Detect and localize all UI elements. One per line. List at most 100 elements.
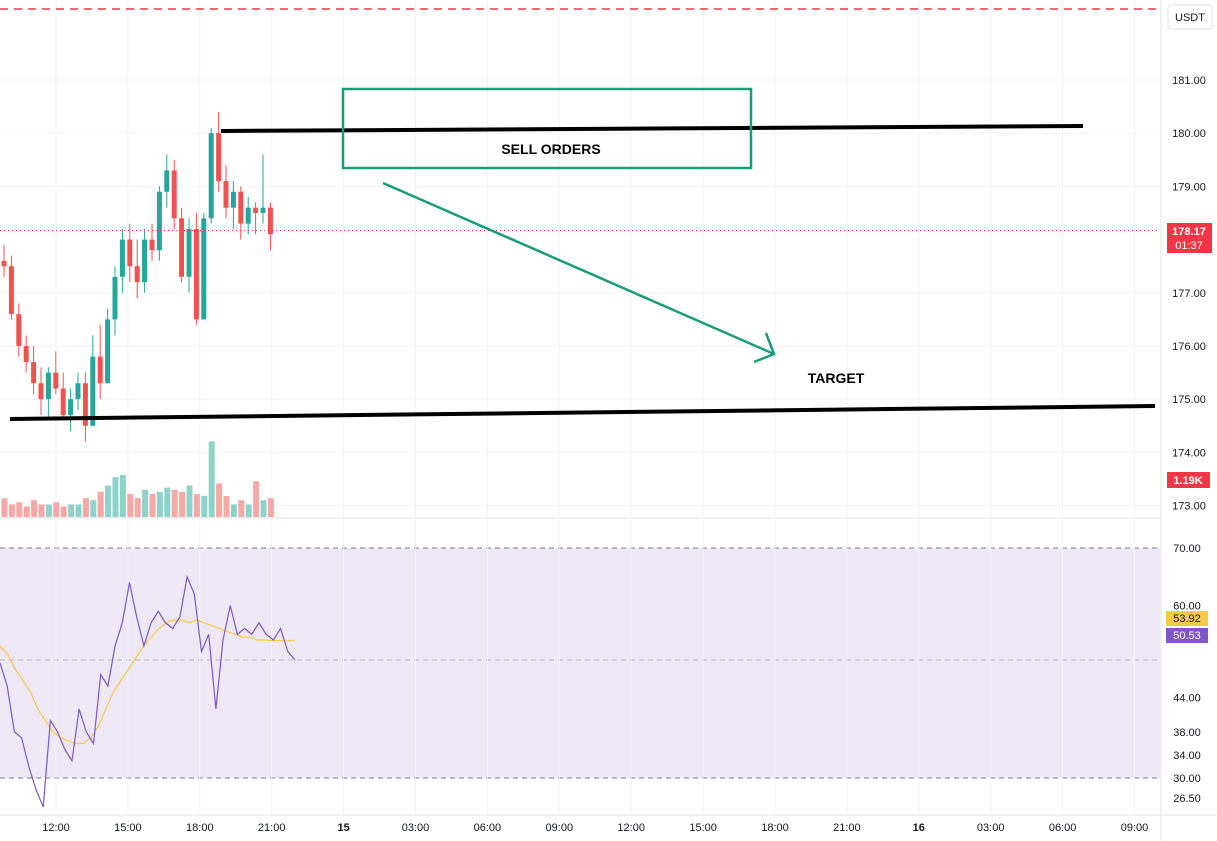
candle-countdown: 01:37 (1175, 240, 1203, 252)
target-arrow[interactable] (382, 181, 775, 356)
price-tick-label: 175.00 (1172, 394, 1206, 406)
volume-bar (171, 489, 178, 517)
target-label: TARGET (808, 370, 865, 386)
rsi-line (0, 574, 296, 808)
rsi-value: 50.53 (1173, 630, 1201, 642)
price-axis[interactable] (1161, 0, 1217, 841)
sell-orders-box[interactable] (341, 87, 753, 170)
resistance-line[interactable] (220, 124, 1084, 133)
price-tick-label: 181.00 (1172, 75, 1206, 87)
candle-body (60, 388, 66, 416)
volume-bar (223, 496, 230, 517)
volume-bar (38, 504, 45, 517)
volume-bar (82, 498, 89, 517)
volume-bar (53, 502, 60, 517)
rsi-ma-tag (1166, 611, 1208, 626)
volume-bar (193, 493, 200, 517)
support-line[interactable] (9, 404, 1156, 421)
rsi-band (0, 548, 1160, 778)
currency-box[interactable] (1167, 4, 1213, 30)
candle-body (142, 239, 148, 283)
volume-bar (267, 498, 274, 517)
candle-body (112, 276, 118, 320)
volume-bar (142, 489, 149, 517)
volume-bar (31, 500, 38, 517)
candle-body (223, 181, 229, 208)
candle-body (45, 372, 51, 400)
time-tick-label: 21:00 (833, 822, 861, 834)
time-tick-label: 12:00 (42, 822, 70, 834)
candle-body (53, 372, 59, 389)
candle-body (82, 383, 88, 426)
price-tick-label: 179.00 (1172, 181, 1206, 193)
volume-bar (260, 500, 267, 517)
time-tick-label: 09:00 (1121, 822, 1149, 834)
rsi-lines (0, 574, 296, 808)
volume-bar (16, 502, 23, 517)
time-tick-label: 03:00 (402, 822, 430, 834)
drawings[interactable]: SELL ORDERS TARGET (9, 87, 1156, 421)
candle-body (186, 228, 192, 277)
candle-body (90, 356, 96, 426)
candle-body (216, 133, 222, 182)
rsi-tick-label: 44.00 (1173, 693, 1201, 705)
volume-value: 1.19K (1173, 475, 1202, 487)
candle-body (8, 266, 14, 315)
candle-body (260, 207, 266, 213)
time-tick-label: 18:00 (186, 822, 214, 834)
volume-bar (186, 485, 193, 517)
price-tick-label: 176.00 (1172, 341, 1206, 353)
volume-bar (60, 506, 67, 517)
volume-bar (164, 487, 171, 517)
candle-body (201, 218, 207, 320)
time-tick-label: 16 (913, 822, 925, 834)
volume-bar (105, 485, 112, 517)
candle-body (238, 191, 244, 224)
volume-bar (68, 504, 75, 517)
rsi-axis-labels: 70.00 60.00 44.00 38.00 34.00 30.00 26.50 (1173, 543, 1201, 805)
volume-tag (1167, 472, 1210, 488)
candles[interactable] (1, 111, 273, 442)
rsi-tick-label: 26.50 (1173, 793, 1201, 805)
currency-label: USDT (1175, 12, 1205, 24)
volume-bar (149, 493, 156, 517)
candle-body (68, 399, 74, 416)
rsi-value-tag (1166, 628, 1208, 643)
candle-body (253, 207, 259, 213)
target-arrowhead (753, 332, 776, 364)
price-tick-label: 173.00 (1172, 501, 1206, 513)
rsi-tick-label: 38.00 (1173, 727, 1201, 739)
rsi-panel (0, 517, 1217, 779)
current-price-value: 178.17 (1172, 226, 1206, 238)
volume-bar (8, 504, 15, 517)
rsi-ma-line (0, 619, 296, 745)
volume-bar (230, 504, 237, 517)
volume-bar (238, 500, 245, 517)
time-tick-label: 15:00 (689, 822, 717, 834)
volume-bar (1, 498, 8, 517)
rsi-tick-label: 70.00 (1173, 543, 1201, 555)
rsi-tick-label: 34.00 (1173, 750, 1201, 762)
candle-body (171, 170, 177, 219)
volume-bar (75, 504, 82, 517)
candle-body (164, 170, 170, 192)
volume-bar (179, 491, 186, 517)
volume-bars (1, 441, 274, 517)
time-axis-labels[interactable]: 12:00 15:00 18:00 21:00 15 03:00 06:00 09:00 12:… (0, 814, 1217, 834)
candle-body (267, 207, 273, 235)
volume-bar (23, 506, 30, 517)
volume-bar (216, 483, 223, 517)
price-tick-label: 180.00 (1172, 128, 1206, 140)
volume-bar (208, 441, 215, 517)
candle-body (134, 266, 140, 283)
volume-bar (134, 498, 141, 517)
time-tick-label: 12:00 (617, 822, 645, 834)
volume-bar (201, 496, 208, 517)
candle-body (193, 228, 199, 320)
volume-bar (245, 504, 252, 517)
candle-body (208, 133, 214, 219)
time-tick-label: 03:00 (977, 822, 1005, 834)
volume-bar (90, 500, 97, 517)
volume-bar (253, 481, 260, 517)
